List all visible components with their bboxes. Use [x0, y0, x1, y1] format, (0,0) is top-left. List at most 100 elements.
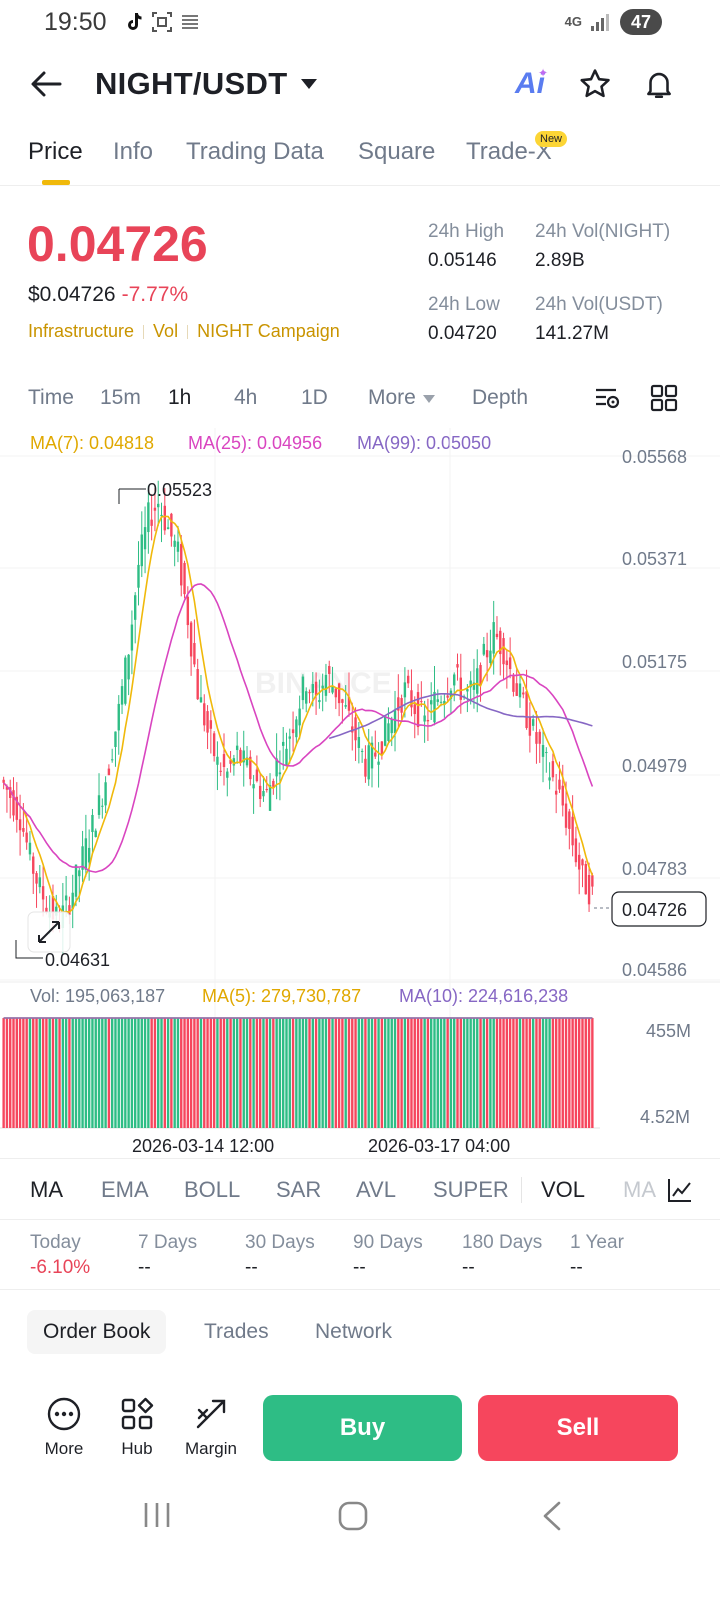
- candle-body: [28, 842, 32, 855]
- active-tab-indicator: [42, 180, 70, 185]
- tf-15m[interactable]: 15m: [100, 386, 141, 409]
- volume-bar: [68, 1018, 71, 1128]
- candle-body: [15, 796, 18, 820]
- candle-body: [485, 650, 489, 658]
- volume-bar: [130, 1018, 134, 1128]
- tf-4h[interactable]: 4h: [234, 386, 258, 409]
- tag-vol[interactable]: Vol: [153, 321, 179, 341]
- alert-button[interactable]: [638, 64, 680, 104]
- candle-body: [476, 668, 479, 694]
- volume-bar: [268, 1018, 272, 1128]
- tf-depth[interactable]: Depth: [472, 386, 529, 409]
- indicator-super[interactable]: SUPER: [433, 1177, 509, 1202]
- nav-back-button[interactable]: [540, 1500, 564, 1537]
- volume-bar: [535, 1018, 538, 1128]
- network-type: 4G: [564, 14, 582, 29]
- indicator-vol[interactable]: VOL: [541, 1177, 586, 1202]
- tf-1d[interactable]: 1D: [301, 386, 328, 409]
- volume-bar: [5, 1018, 9, 1128]
- pair-title[interactable]: NIGHT/USDT: [95, 66, 288, 101]
- candle-body: [18, 819, 22, 831]
- indicator-sar[interactable]: SAR: [276, 1177, 322, 1202]
- tab-square[interactable]: Square: [358, 138, 436, 165]
- volume-bar: [81, 1018, 84, 1128]
- volume-bar: [170, 1018, 173, 1128]
- indicator-ma[interactable]: MA: [30, 1177, 63, 1202]
- more-button[interactable]: More: [29, 1396, 99, 1459]
- sell-button[interactable]: Sell: [478, 1395, 678, 1461]
- status-time: 19:50: [44, 8, 107, 36]
- candle-body: [321, 685, 324, 689]
- candle-body: [9, 787, 12, 798]
- volume-bar: [74, 1018, 78, 1128]
- volume-bar: [443, 1018, 446, 1128]
- hub-button[interactable]: Hub: [102, 1396, 172, 1459]
- tag-infrastructure[interactable]: Infrastructure: [28, 321, 135, 341]
- volume-bar: [272, 1018, 275, 1128]
- volume-bar: [166, 1018, 170, 1128]
- indicator-macd[interactable]: MA: [623, 1177, 656, 1202]
- volume-bar: [314, 1018, 318, 1128]
- main-tabs: Price Info Trading Data Square Trade-X: [0, 130, 720, 186]
- tab-trading-data[interactable]: Trading Data: [186, 138, 324, 165]
- scan-icon: [152, 12, 172, 32]
- candle-body: [397, 697, 400, 711]
- margin-button[interactable]: Margin: [176, 1396, 246, 1459]
- tf-1h[interactable]: 1h: [168, 386, 192, 409]
- tab-trades[interactable]: Trades: [204, 1320, 269, 1343]
- candle-body: [430, 700, 433, 705]
- tag-campaign[interactable]: NIGHT Campaign: [197, 321, 340, 341]
- tab-order-book[interactable]: Order Book: [27, 1310, 167, 1354]
- candle-body: [32, 856, 35, 874]
- price-chart[interactable]: BINANCE 0.05568 0.05371 0.05175 0.04979 …: [0, 428, 720, 1158]
- pair-dropdown[interactable]: [298, 74, 320, 94]
- chart-settings-button[interactable]: [590, 380, 626, 416]
- tf-time[interactable]: Time: [28, 386, 74, 409]
- home-button[interactable]: [337, 1500, 369, 1537]
- hub-label: Hub: [121, 1439, 153, 1458]
- recent-apps-button[interactable]: [142, 1500, 172, 1535]
- volume-bar: [120, 1018, 124, 1128]
- volume-bar: [28, 1018, 32, 1128]
- back-button[interactable]: [26, 66, 66, 102]
- volume-bar: [110, 1018, 114, 1128]
- tf-more[interactable]: More: [368, 386, 436, 410]
- layout-button[interactable]: [646, 380, 682, 416]
- candle-body: [104, 782, 107, 806]
- candle-body: [571, 816, 574, 846]
- candle-body: [166, 527, 170, 529]
- volume-bar: [15, 1018, 18, 1128]
- tab-network[interactable]: Network: [315, 1320, 393, 1343]
- volume-bar: [499, 1018, 502, 1128]
- candle-body: [443, 700, 446, 706]
- buy-button[interactable]: Buy: [263, 1395, 462, 1461]
- volume-bar: [114, 1018, 117, 1128]
- candlestick-chart[interactable]: BINANCE 0.05568 0.05371 0.05175 0.04979 …: [0, 428, 720, 1158]
- status-bar: 19:50 4G 47: [0, 0, 720, 46]
- volume-bar: [235, 1018, 239, 1128]
- ai-button[interactable]: Ai ✦: [515, 66, 548, 100]
- volume-bar: [512, 1018, 515, 1128]
- volume-bar: [449, 1018, 453, 1128]
- ai-icon: Ai: [515, 67, 545, 100]
- expand-chart-button[interactable]: [27, 911, 71, 953]
- favorite-button[interactable]: [574, 64, 616, 104]
- indicator-boll[interactable]: BOLL: [184, 1177, 241, 1202]
- volume-bar: [554, 1018, 558, 1128]
- volume-bar: [347, 1018, 351, 1128]
- tab-price[interactable]: Price: [28, 138, 83, 165]
- candle-body: [466, 689, 469, 692]
- indicator-ema[interactable]: EMA: [101, 1177, 149, 1202]
- tag-row: Infrastructure Vol NIGHT Campaign: [28, 321, 340, 342]
- candle-body: [78, 870, 81, 877]
- usd-price-row: $0.04726 -7.77%: [28, 283, 188, 307]
- candle-body: [492, 622, 495, 654]
- volume-bar: [173, 1018, 176, 1128]
- candle-body: [482, 643, 486, 655]
- candle-body: [416, 692, 420, 728]
- volume-bar: [357, 1018, 361, 1128]
- indicator-avl[interactable]: AVL: [356, 1177, 396, 1202]
- indicator-settings-button[interactable]: [658, 1171, 702, 1209]
- volume-bar: [61, 1018, 65, 1128]
- tab-info[interactable]: Info: [113, 138, 154, 165]
